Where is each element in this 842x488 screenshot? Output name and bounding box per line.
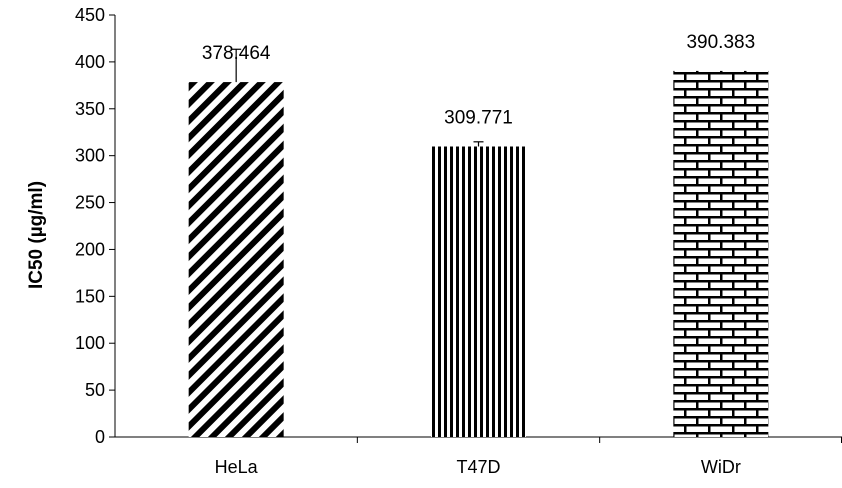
data-label-widr: 390.383 bbox=[686, 32, 755, 53]
bar-widr bbox=[673, 70, 769, 437]
y-tick-label: 100 bbox=[75, 333, 105, 353]
x-tick-label-hela: HeLa bbox=[215, 457, 259, 477]
axes: 0 50 100 150 200 250 300 350 400 450 bbox=[75, 5, 842, 447]
labels: 378.464 HeLa 309.771 T47D 390.383 WiDr bbox=[202, 32, 755, 477]
y-tick-label: 50 bbox=[85, 380, 105, 400]
y-tick-label: 400 bbox=[75, 52, 105, 72]
data-label-hela: 378.464 bbox=[202, 43, 271, 64]
y-tick-label: 300 bbox=[75, 146, 105, 166]
y-tick-label: 150 bbox=[75, 286, 105, 306]
bar-t47d bbox=[431, 146, 526, 437]
bar-hela bbox=[188, 82, 284, 437]
y-tick-label: 250 bbox=[75, 193, 105, 213]
y-tick-label: 200 bbox=[75, 239, 105, 259]
y-axis-title: IC50 (µg/ml) bbox=[26, 181, 47, 289]
bars bbox=[188, 48, 769, 437]
data-label-t47d: 309.771 bbox=[444, 108, 513, 129]
y-tick-label: 350 bbox=[75, 99, 105, 119]
y-tick-label: 450 bbox=[75, 5, 105, 25]
y-tick-label: 0 bbox=[95, 427, 105, 447]
x-tick-label-t47d: T47D bbox=[456, 457, 500, 477]
x-tick-label-widr: WiDr bbox=[701, 457, 741, 477]
